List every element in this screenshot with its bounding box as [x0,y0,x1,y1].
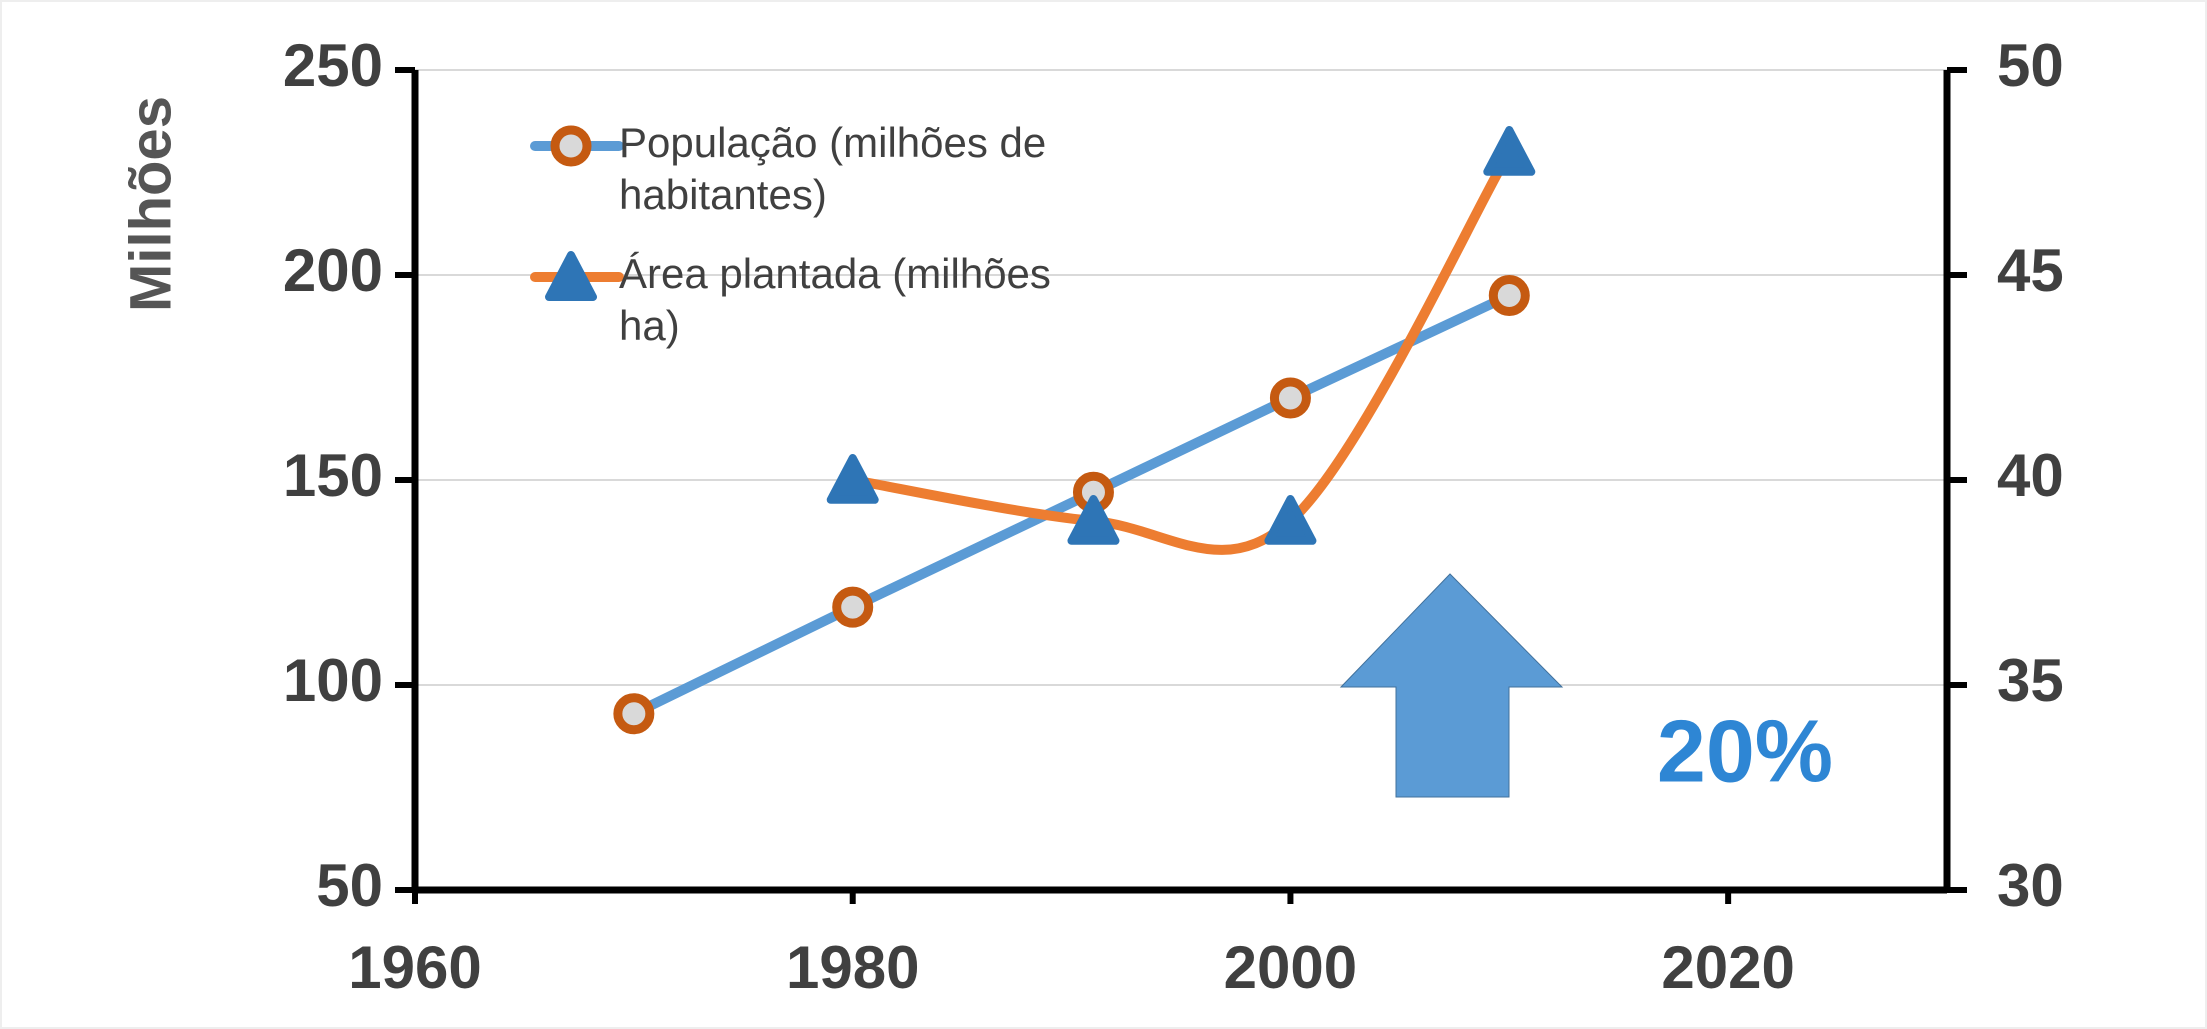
point-marker [613,693,655,735]
x-tick-label: 2000 [1224,934,1357,1001]
legend-marker [545,251,597,301]
legend-label: Área plantada (milhões ha) [619,250,1051,349]
y2-tick-label: 40 [1997,442,2064,509]
point-outer [1269,377,1311,419]
y2-tick-label: 45 [1997,237,2064,304]
legend-label-line: ha) [619,302,680,349]
y2-tick-label: 30 [1997,852,2064,919]
annotation: 20% [1657,701,1833,800]
legend-marker [550,125,592,167]
point-marker [1264,495,1317,545]
point-marker [826,454,879,504]
y-tick-label: 100 [283,647,383,714]
x-tick-label: 2020 [1661,934,1794,1001]
legend-label: População (milhões de habitantes) [619,119,1046,218]
y-axis-label: Milhões [118,96,183,312]
y-tick-label: 200 [283,237,383,304]
legend-label-line: habitantes) [619,171,827,218]
y2-tick-label: 35 [1997,647,2064,714]
y2-tick-label: 50 [1997,32,2064,99]
legend-label-line: Área plantada (milhões [619,250,1051,297]
arrow-annotation [1339,573,1564,798]
legend-label-line: População (milhões de [619,119,1046,166]
point-marker [1488,275,1530,316]
point-marker [1269,377,1311,419]
x-tick-label: 1960 [348,934,481,1001]
point-marker [1067,495,1120,545]
point-outer [613,693,655,735]
y-tick-label: 250 [283,32,383,99]
x-tick-label: 1980 [786,934,919,1001]
y-tick-label: 50 [316,852,383,919]
point-outer [832,586,874,628]
y-tick-label: 150 [283,442,383,509]
series-line [847,147,1515,555]
point-marker [1483,126,1536,176]
point-outer [1488,275,1530,316]
point-marker [832,586,874,628]
